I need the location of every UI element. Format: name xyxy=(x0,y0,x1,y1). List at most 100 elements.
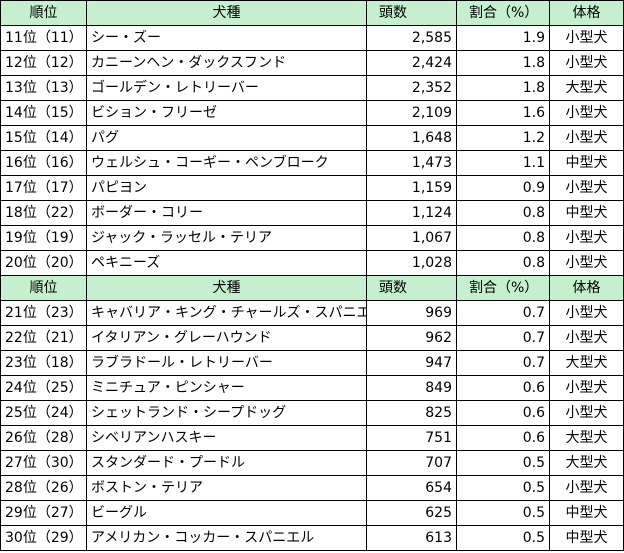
breed-cell: イタリアン・グレーハウンド xyxy=(86,325,367,351)
rank-cell: 28位（26） xyxy=(0,475,87,501)
size-cell: 小型犬 xyxy=(549,375,624,401)
table-row: 27位（30） スタンダード・プードル 707 0.5 大型犬 xyxy=(0,450,624,476)
ratio-cell: 1.8 xyxy=(456,50,550,76)
breed-cell: ペキニーズ xyxy=(86,250,367,276)
size-cell: 中型犬 xyxy=(549,150,624,176)
size-cell: 大型犬 xyxy=(549,350,624,376)
breed-cell: ミニチュア・ピンシャー xyxy=(86,375,367,401)
table-row: 23位（18） ラブラドール・レトリーバー 947 0.7 大型犬 xyxy=(0,350,624,376)
rank-cell: 16位（16） xyxy=(0,150,87,176)
size-cell: 小型犬 xyxy=(549,50,624,76)
size-cell: 大型犬 xyxy=(549,450,624,476)
rank-cell: 21位（23） xyxy=(0,300,87,326)
header-cell-breed: 犬種 xyxy=(86,275,367,301)
header-cell-rank: 順位 xyxy=(0,275,87,301)
breed-cell: アメリカン・コッカー・スパニエル xyxy=(86,525,367,551)
count-cell: 1,124 xyxy=(366,200,457,226)
rank-cell: 15位（14） xyxy=(0,125,87,151)
rank-cell: 29位（27） xyxy=(0,500,87,526)
count-cell: 969 xyxy=(366,300,457,326)
size-cell: 小型犬 xyxy=(549,400,624,426)
table-row: 22位（21） イタリアン・グレーハウンド 962 0.7 小型犬 xyxy=(0,325,624,351)
breed-cell: パグ xyxy=(86,125,367,151)
table-row: 28位（26） ボストン・テリア 654 0.5 小型犬 xyxy=(0,475,624,501)
table-row: 17位（17） パピヨン 1,159 0.9 小型犬 xyxy=(0,175,624,201)
table-row: 13位（13） ゴールデン・レトリーバー 2,352 1.8 大型犬 xyxy=(0,75,624,101)
table-row: 11位（11） シー・ズー 2,585 1.9 小型犬 xyxy=(0,25,624,51)
ratio-cell: 1.9 xyxy=(456,25,550,51)
rank-cell: 23位（18） xyxy=(0,350,87,376)
ratio-cell: 0.7 xyxy=(456,300,550,326)
count-cell: 849 xyxy=(366,375,457,401)
table-row: 12位（12） カニーンヘン・ダックスフンド 2,424 1.8 小型犬 xyxy=(0,50,624,76)
size-cell: 中型犬 xyxy=(549,500,624,526)
size-cell: 小型犬 xyxy=(549,300,624,326)
header-row: 順位 犬種 頭数 割合（%） 体格 xyxy=(0,0,624,26)
size-cell: 小型犬 xyxy=(549,125,624,151)
count-cell: 625 xyxy=(366,500,457,526)
rank-cell: 22位（21） xyxy=(0,325,87,351)
count-cell: 1,067 xyxy=(366,225,457,251)
count-cell: 2,109 xyxy=(366,100,457,126)
size-cell: 小型犬 xyxy=(549,475,624,501)
ratio-cell: 0.7 xyxy=(456,350,550,376)
table-row: 21位（23） キャバリア・キング・チャールズ・スパニエル 969 0.7 小型犬 xyxy=(0,300,624,326)
ratio-cell: 0.6 xyxy=(456,375,550,401)
rank-cell: 17位（17） xyxy=(0,175,87,201)
ratio-cell: 1.1 xyxy=(456,150,550,176)
count-cell: 962 xyxy=(366,325,457,351)
breed-cell: パピヨン xyxy=(86,175,367,201)
rank-cell: 19位（19） xyxy=(0,225,87,251)
count-cell: 613 xyxy=(366,525,457,551)
header-cell-size: 体格 xyxy=(549,275,624,301)
size-cell: 小型犬 xyxy=(549,225,624,251)
breed-cell: シー・ズー xyxy=(86,25,367,51)
table-row: 30位（29） アメリカン・コッカー・スパニエル 613 0.5 中型犬 xyxy=(0,525,624,551)
count-cell: 654 xyxy=(366,475,457,501)
breed-cell: ビーグル xyxy=(86,500,367,526)
header-cell-breed: 犬種 xyxy=(86,0,367,26)
table-row: 29位（27） ビーグル 625 0.5 中型犬 xyxy=(0,500,624,526)
header-cell-count: 頭数 xyxy=(366,0,457,26)
rank-cell: 13位（13） xyxy=(0,75,87,101)
table-row: 26位（28） シベリアンハスキー 751 0.6 大型犬 xyxy=(0,425,624,451)
breed-cell: ビション・フリーゼ xyxy=(86,100,367,126)
table-row: 19位（19） ジャック・ラッセル・テリア 1,067 0.8 小型犬 xyxy=(0,225,624,251)
ratio-cell: 1.2 xyxy=(456,125,550,151)
table-row: 20位（20） ペキニーズ 1,028 0.8 小型犬 xyxy=(0,250,624,276)
size-cell: 大型犬 xyxy=(549,75,624,101)
header-cell-count: 頭数 xyxy=(366,275,457,301)
breed-cell: キャバリア・キング・チャールズ・スパニエル xyxy=(86,300,367,326)
ratio-cell: 1.6 xyxy=(456,100,550,126)
ratio-cell: 0.5 xyxy=(456,525,550,551)
ratio-cell: 1.8 xyxy=(456,75,550,101)
breed-cell: シベリアンハスキー xyxy=(86,425,367,451)
count-cell: 751 xyxy=(366,425,457,451)
rank-cell: 26位（28） xyxy=(0,425,87,451)
breed-cell: カニーンヘン・ダックスフンド xyxy=(86,50,367,76)
size-cell: 小型犬 xyxy=(549,25,624,51)
count-cell: 707 xyxy=(366,450,457,476)
count-cell: 1,473 xyxy=(366,150,457,176)
rank-cell: 24位（25） xyxy=(0,375,87,401)
rank-cell: 11位（11） xyxy=(0,25,87,51)
size-cell: 小型犬 xyxy=(549,250,624,276)
ratio-cell: 0.8 xyxy=(456,200,550,226)
breed-cell: シェットランド・シープドッグ xyxy=(86,400,367,426)
ratio-cell: 0.8 xyxy=(456,225,550,251)
header-cell-size: 体格 xyxy=(549,0,624,26)
count-cell: 2,585 xyxy=(366,25,457,51)
ratio-cell: 0.9 xyxy=(456,175,550,201)
table-row: 14位（15） ビション・フリーゼ 2,109 1.6 小型犬 xyxy=(0,100,624,126)
rank-cell: 25位（24） xyxy=(0,400,87,426)
rank-cell: 27位（30） xyxy=(0,450,87,476)
table-row: 18位（22） ボーダー・コリー 1,124 0.8 中型犬 xyxy=(0,200,624,226)
count-cell: 2,352 xyxy=(366,75,457,101)
count-cell: 1,648 xyxy=(366,125,457,151)
ratio-cell: 0.5 xyxy=(456,475,550,501)
table-row: 16位（16） ウェルシュ・コーギー・ペンブローク 1,473 1.1 中型犬 xyxy=(0,150,624,176)
header-cell-ratio: 割合（%） xyxy=(456,275,550,301)
table-row: 15位（14） パグ 1,648 1.2 小型犬 xyxy=(0,125,624,151)
